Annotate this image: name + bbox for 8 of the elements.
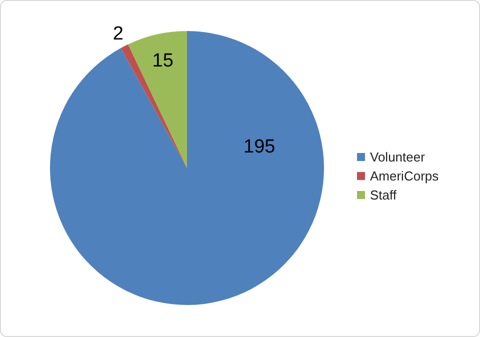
- data-label: 195: [244, 136, 276, 158]
- data-label: 2: [112, 23, 124, 44]
- legend-label: AmeriCorps: [370, 168, 440, 184]
- legend-label: Staff: [370, 188, 397, 202]
- pie-slice: [120, 44, 187, 168]
- legend-label: Volunteer: [370, 150, 426, 164]
- data-label: 15: [152, 50, 174, 72]
- pie-slice: [128, 31, 187, 168]
